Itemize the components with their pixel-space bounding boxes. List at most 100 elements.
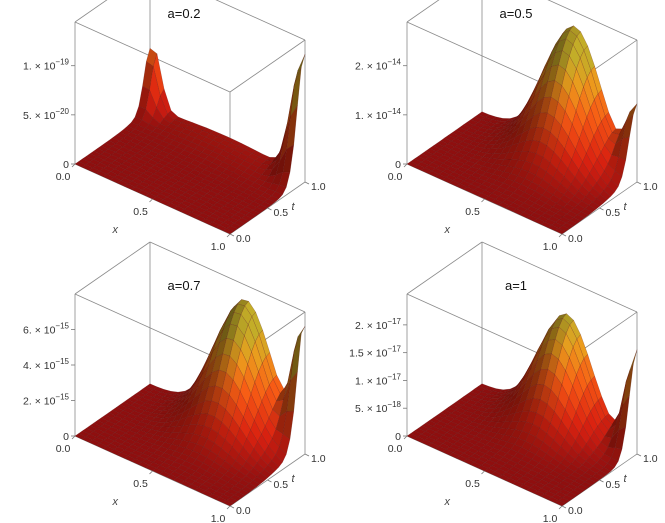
x-tick-mark [481,198,485,203]
surface-patch [222,499,235,507]
x-axis-label: x [444,496,451,508]
t-tick-mark [267,479,272,483]
t-tick-label: 1.0 [643,181,658,193]
t-tick-label: 0.0 [236,233,251,245]
z-tick-label: 5. × 10−20 [23,107,70,122]
x-tick-label: 0.0 [388,171,403,183]
box-edge [229,39,306,93]
t-tick-mark [599,207,604,211]
t-tick-label: 0.5 [606,479,621,491]
chart-title: a=0.5 [500,6,533,21]
chart-title: a=0.7 [168,278,201,293]
t-tick-mark [599,479,604,483]
z-tick-label: 2. × 10−14 [355,58,402,73]
surface-patch [554,499,567,507]
x-axis-label: x [444,224,451,236]
t-tick-mark [636,181,642,185]
box-edge [547,0,638,41]
x-tick-label: 1.0 [211,241,226,253]
x-tick-label: 0.0 [56,443,71,455]
x-tick-label: 0.5 [133,206,148,218]
box-edge [406,0,440,23]
x-tick-label: 0.0 [56,171,71,183]
x-axis-label: x [112,496,119,508]
t-tick-label: 0.0 [236,505,251,517]
x-tick-mark [481,470,485,475]
box-edge [406,21,563,93]
x-tick-label: 1.0 [211,513,226,523]
surface-mesh [74,299,306,507]
box-edge [481,241,638,313]
t-tick-label: 1.0 [643,453,658,465]
z-tick-label: 2. × 10−15 [23,393,70,408]
box-edge [74,293,231,365]
t-tick-label: 1.0 [311,453,326,465]
x-tick-label: 0.0 [388,443,403,455]
t-tick-label: 0.5 [274,207,289,219]
plot-panel-1: a=0.2 0.0 0.5 1.0 x 0.0 0.5 1.0 t 1. × 10−19 5. × … [23,0,326,253]
t-axis-label: t [624,201,628,213]
box-edge [215,0,306,41]
box-edge [406,241,483,295]
t-tick-label: 0.0 [568,505,583,517]
box-edge [406,293,563,365]
t-tick-mark [636,453,642,457]
x-tick-mark [558,505,563,510]
z-tick-label: 6. × 10−15 [23,322,70,337]
t-tick-mark [304,453,310,457]
z-tick-label: 1.5 × 10−17 [349,345,401,360]
z-tick-label: 0 [63,431,69,443]
plot-panel-3: a=0.7 0.0 0.5 1.0 x 0.0 0.5 1.0 t 6. × 10−15 4. × … [23,241,326,523]
t-axis-label: t [292,201,296,213]
x-tick-mark [403,163,408,168]
surface-mesh [406,313,638,507]
z-tick-label: 0 [395,159,401,171]
x-tick-label: 1.0 [543,241,558,253]
x-tick-mark [226,505,231,510]
chart-title: a=1 [505,278,527,293]
x-tick-label: 0.5 [133,478,148,490]
x-tick-mark [71,435,76,440]
t-tick-mark [229,233,235,237]
box-edge [74,241,151,295]
z-tick-label: 0 [395,431,401,443]
t-tick-mark [304,181,310,185]
surface-patch [290,333,302,382]
chart-title: a=0.2 [168,6,201,21]
z-tick-label: 5. × 10−18 [355,400,402,415]
x-tick-mark [226,233,231,238]
t-tick-mark [267,207,272,211]
x-tick-mark [558,233,563,238]
box-edge [74,0,108,23]
t-tick-label: 1.0 [311,181,326,193]
t-axis-label: t [292,473,296,485]
t-tick-mark [229,505,235,509]
t-tick-label: 0.0 [568,233,583,245]
x-tick-label: 1.0 [543,513,558,523]
plot-panel-4: a=1 0.0 0.5 1.0 x 0.0 0.5 1.0 t 2. × 10−17 1.5 × 1… [349,241,658,523]
x-axis-label: x [112,224,119,236]
z-tick-label: 4. × 10−15 [23,357,70,372]
x-tick-label: 0.5 [465,478,480,490]
x-tick-mark [403,435,408,440]
surface-patch [222,227,235,235]
t-tick-mark [561,233,567,237]
box-edge [149,241,306,313]
z-tick-label: 2. × 10−17 [355,317,402,332]
t-tick-label: 0.5 [274,479,289,491]
x-tick-mark [71,163,76,168]
t-tick-label: 0.5 [606,207,621,219]
surface-patch [554,227,567,235]
z-tick-label: 1. × 10−17 [355,372,402,387]
x-tick-mark [149,198,153,203]
z-tick-label: 0 [63,159,69,171]
t-tick-mark [561,505,567,509]
z-tick-label: 1. × 10−19 [23,58,70,73]
x-tick-mark [149,470,153,475]
surface-mesh [74,48,306,235]
z-tick-label: 1. × 10−14 [355,107,402,122]
x-tick-label: 0.5 [465,206,480,218]
t-axis-label: t [624,473,628,485]
surface-mesh [406,25,638,235]
